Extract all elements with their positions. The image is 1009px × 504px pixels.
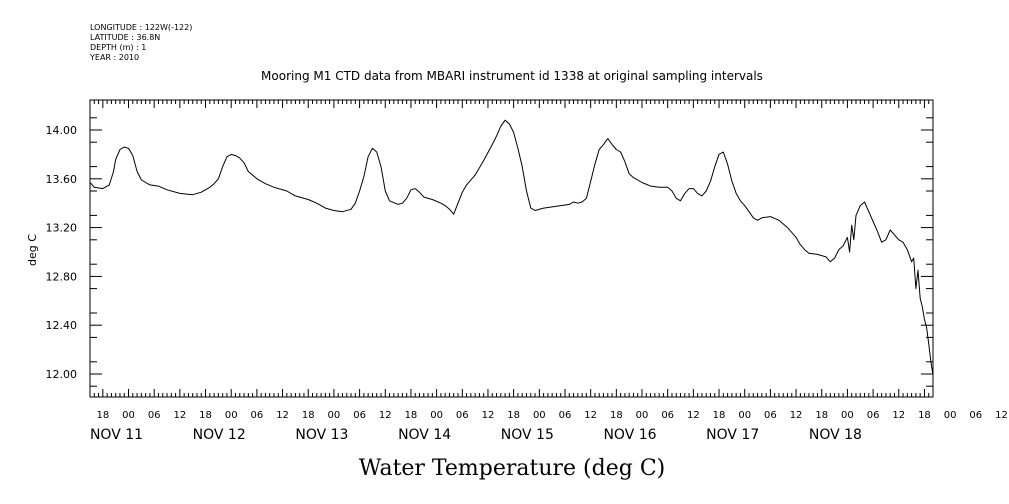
chart-title: Mooring M1 CTD data from MBARI instrumen… [261,69,763,83]
x-day-label: NOV 16 [603,427,656,443]
x-day-label: NOV 18 [809,427,862,443]
x-hour-label: 18 [610,410,623,421]
axes: 14.00 13.60 13.20 12.80 12.40 12.00 18 00 06 12 18… [46,100,1008,443]
x-hour-label: 06 [456,410,469,421]
x-hour-label: 12 [584,410,597,421]
y-tick-label: 13.60 [46,173,78,186]
series-line-0 [89,119,934,376]
x-hour-label: 12 [173,410,186,421]
x-hour-label: 06 [867,410,880,421]
x-hour-label: 12 [276,410,289,421]
x-hour-label: 00 [533,410,546,421]
x-hour-label: 06 [353,410,366,421]
x-hour-label: 12 [687,410,700,421]
x-hour-label: 12 [995,410,1008,421]
x-hour-label: 00 [636,410,649,421]
x-hour-label: 06 [559,410,572,421]
x-hour-label: 00 [225,410,238,421]
y-tick-label: 14.00 [46,124,78,137]
x-hour-label: 18 [302,410,315,421]
x-axis-label: Water Temperature (deg C) [359,456,666,481]
x-day-label: NOV 14 [398,427,451,443]
x-hour-label: 06 [148,410,161,421]
depth-text: DEPTH (m) : 1 [90,43,146,52]
header-info: LONGITUDE : 122W(-122) LATITUDE : 36.8N … [89,23,192,62]
x-hour-label: 00 [944,410,957,421]
x-hour-label: 06 [251,410,264,421]
x-hour-label: 12 [379,410,392,421]
x-hour-label: 12 [482,410,495,421]
x-hour-label: 12 [892,410,905,421]
x-hour-label: 00 [738,410,751,421]
series-layer [89,119,934,376]
x-hour-label: 12 [790,410,803,421]
plot-frame [89,99,934,398]
x-hour-label: 18 [96,410,109,421]
x-day-label: NOV 13 [295,427,348,443]
x-hour-label: 18 [405,410,418,421]
y-tick-label: 12.00 [46,368,78,381]
x-hour-label: 06 [969,410,982,421]
x-hour-label: 18 [507,410,520,421]
x-hour-label: 00 [841,410,854,421]
x-day-label: NOV 11 [90,427,143,443]
x-hour-label: 18 [199,410,212,421]
x-day-label: NOV 17 [706,427,759,443]
x-hour-label: 06 [661,410,674,421]
x-hour-label: 18 [713,410,726,421]
x-hour-label: 18 [815,410,828,421]
longitude-text: LONGITUDE : 122W(-122) [90,23,192,32]
x-hour-label: 00 [122,410,135,421]
x-day-label: NOV 15 [501,427,554,443]
latitude-text: LATITUDE : 36.8N [90,33,160,42]
x-day-label: NOV 12 [193,427,246,443]
year-text: YEAR : 2010 [89,53,139,62]
y-tick-label: 13.20 [46,222,78,235]
y-axis-label: deg C [26,234,39,266]
y-tick-label: 12.40 [46,319,78,332]
y-tick-label: 12.80 [46,270,78,283]
x-hour-label: 18 [918,410,931,421]
x-hour-label: 06 [764,410,777,421]
x-hour-label: 00 [328,410,341,421]
x-hour-label: 00 [430,410,443,421]
